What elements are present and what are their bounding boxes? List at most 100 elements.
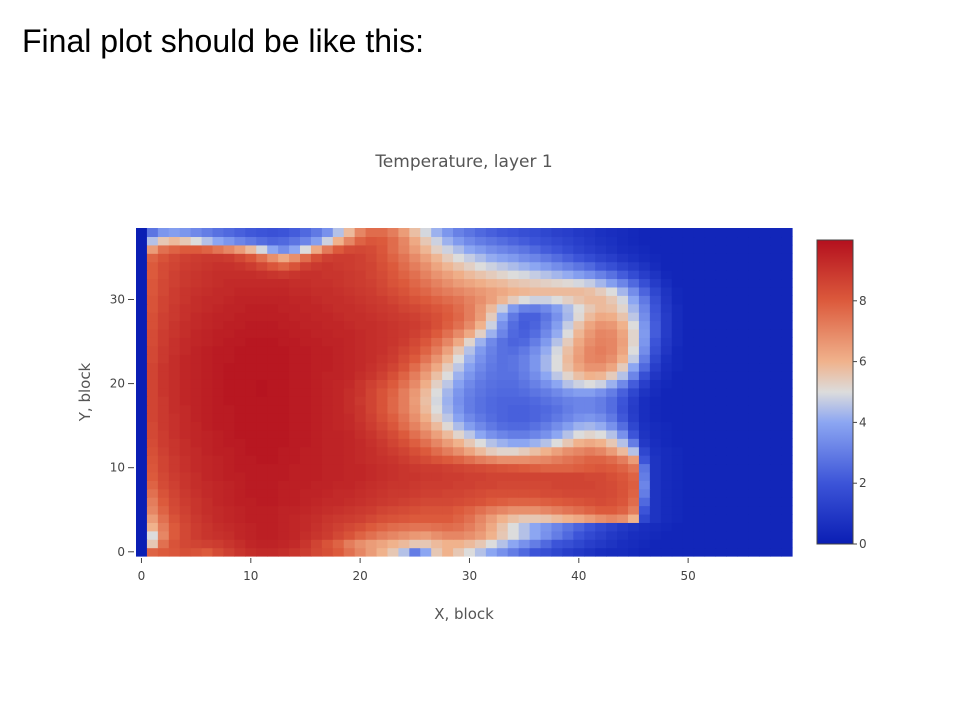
heatmap-cell: [234, 320, 246, 330]
heatmap-cell: [606, 396, 618, 406]
heatmap-cell: [748, 320, 760, 330]
heatmap-cell: [781, 362, 793, 372]
heatmap-cell: [289, 480, 301, 490]
heatmap-cell: [649, 328, 662, 338]
heatmap-cell: [289, 286, 301, 296]
heatmap-cell: [409, 513, 421, 523]
heatmap-cell: [682, 497, 695, 507]
heatmap-cell: [420, 539, 432, 549]
heatmap-cell: [464, 429, 476, 439]
heatmap-cell: [584, 228, 596, 238]
heatmap-cell: [573, 480, 585, 490]
heatmap-cell: [453, 303, 465, 313]
heatmap-cell: [376, 236, 389, 246]
heatmap-cell: [606, 522, 618, 532]
heatmap-cell: [310, 244, 323, 254]
heatmap-cell: [146, 387, 159, 397]
heatmap-cell: [310, 337, 323, 347]
heatmap-cell: [748, 404, 760, 414]
heatmap-cell: [748, 370, 760, 380]
heatmap-cell: [442, 270, 454, 280]
heatmap-cell: [420, 228, 432, 238]
heatmap-cell: [278, 488, 290, 498]
heatmap-cell: [682, 547, 695, 557]
heatmap-cell: [649, 295, 662, 305]
heatmap-cell: [190, 505, 203, 515]
heatmap-cell: [365, 236, 378, 246]
heatmap-cell: [704, 513, 717, 523]
heatmap-cell: [212, 480, 225, 490]
heatmap-cell: [387, 228, 399, 238]
heatmap-cell: [223, 345, 235, 355]
heatmap-cell: [365, 497, 378, 507]
heatmap-cell: [387, 421, 399, 431]
heatmap-cell: [595, 362, 607, 372]
heatmap-cell: [146, 505, 159, 515]
heatmap-cell: [420, 328, 432, 338]
heatmap-cell: [201, 244, 214, 254]
heatmap-cell: [518, 463, 531, 473]
heatmap-cell: [518, 505, 531, 515]
heatmap-cell: [518, 438, 531, 448]
heatmap-cell: [464, 463, 476, 473]
heatmap-cell: [540, 337, 553, 347]
heatmap-cell: [146, 455, 159, 465]
heatmap-cell: [529, 455, 542, 465]
heatmap-cell: [442, 438, 454, 448]
heatmap-cell: [168, 278, 181, 288]
heatmap-cell: [136, 278, 148, 288]
x-tick-label: 10: [243, 569, 258, 583]
heatmap-cell: [256, 295, 268, 305]
heatmap-cell: [201, 488, 214, 498]
heatmap-cell: [354, 244, 367, 254]
heatmap-cell: [212, 303, 225, 313]
heatmap-cell: [168, 547, 181, 557]
heatmap-cell: [365, 295, 378, 305]
heatmap-cell: [781, 270, 793, 280]
heatmap-cell: [671, 345, 684, 355]
heatmap-cell: [168, 261, 181, 271]
heatmap-cell: [289, 295, 301, 305]
heatmap-cell: [474, 261, 487, 271]
heatmap-cell: [507, 471, 520, 481]
heatmap-cell: [256, 261, 268, 271]
x-tick-label: 40: [571, 569, 586, 583]
heatmap-cell: [179, 345, 192, 355]
heatmap-cell: [529, 345, 542, 355]
heatmap-cell: [398, 354, 410, 364]
heatmap-cell: [245, 547, 257, 557]
heatmap-cell: [354, 236, 367, 246]
heatmap-cell: [606, 228, 618, 238]
heatmap-cell: [584, 513, 596, 523]
heatmap-cell: [387, 539, 399, 549]
heatmap-cell: [628, 362, 640, 372]
heatmap-cell: [518, 345, 531, 355]
heatmap-cell: [212, 312, 225, 322]
heatmap-cell: [551, 522, 563, 532]
heatmap-cell: [453, 320, 465, 330]
heatmap-cell: [289, 404, 301, 414]
heatmap-cell: [136, 530, 148, 540]
heatmap-cell: [201, 295, 214, 305]
heatmap-cell: [660, 320, 673, 330]
heatmap-cell: [529, 261, 542, 271]
heatmap-cell: [398, 429, 410, 439]
heatmap-cell: [617, 337, 629, 347]
heatmap-cell: [321, 295, 334, 305]
heatmap-cell: [617, 345, 629, 355]
heatmap-cell: [354, 530, 367, 540]
heatmap-cell: [409, 438, 421, 448]
heatmap-cell: [376, 463, 389, 473]
heatmap-cell: [660, 513, 673, 523]
heatmap-cell: [420, 244, 432, 254]
heatmap-cell: [321, 345, 334, 355]
heatmap-cell: [507, 387, 520, 397]
heatmap-cell: [595, 480, 607, 490]
heatmap-cell: [770, 345, 782, 355]
heatmap-cell: [365, 387, 378, 397]
heatmap-cell: [693, 404, 706, 414]
heatmap-cell: [671, 278, 684, 288]
heatmap-cell: [453, 463, 465, 473]
heatmap-cell: [573, 497, 585, 507]
